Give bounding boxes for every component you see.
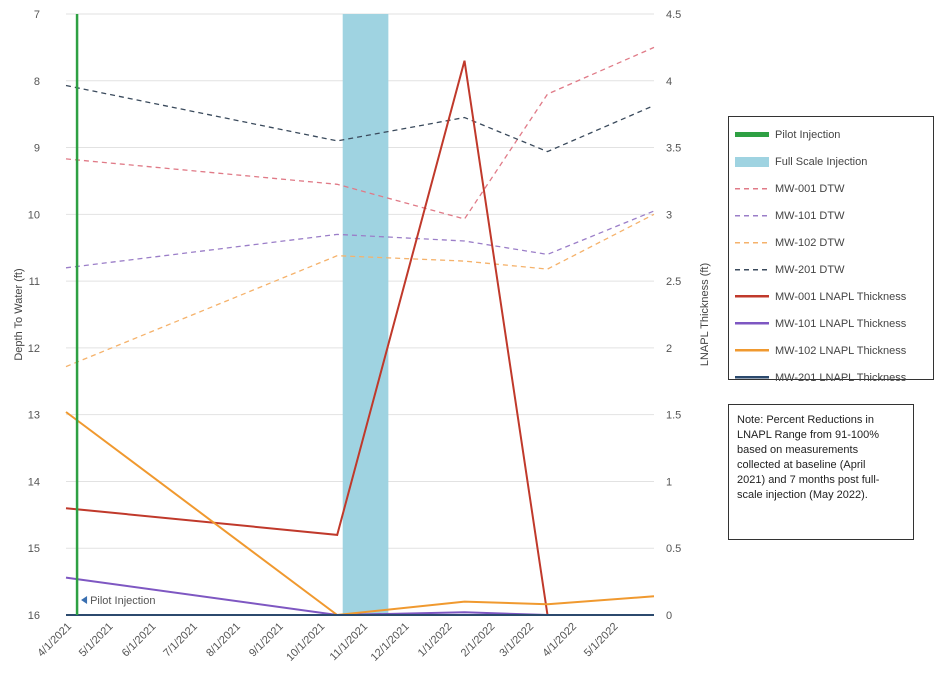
note-line: scale injection (May 2022).: [737, 489, 868, 501]
right-tick-label: 2: [666, 343, 672, 355]
right-tick-label: 1.5: [666, 410, 681, 422]
x-tick-label: 4/1/2021: [35, 621, 74, 660]
series-layer: [65, 46, 655, 617]
pilot-injection-label: Pilot Injection: [90, 595, 155, 607]
x-tick-label: 3/1/2022: [497, 621, 536, 660]
note-box: Note: Percent Reductions in LNAPL Range f…: [728, 404, 914, 540]
legend-item: Pilot Injection: [735, 121, 933, 148]
legend-label: MW-201 DTW: [775, 263, 845, 276]
left-tick-label: 13: [28, 410, 40, 422]
legend-item: MW-101 LNAPL Thickness: [735, 310, 933, 337]
legend-label: Pilot Injection: [775, 128, 841, 141]
left-tick-label: 12: [28, 343, 40, 355]
series-mw-102-lnapl-thickness: [65, 411, 655, 617]
right-tick-label: 2.5: [666, 276, 681, 288]
legend-item: MW-102 LNAPL Thickness: [735, 337, 933, 364]
left-tick-label: 15: [28, 543, 40, 555]
legend-item: MW-001 DTW: [735, 175, 933, 202]
series-mw-101-dtw: [65, 210, 655, 269]
series-mw-001-dtw: [65, 46, 655, 220]
note-line: 2021) and 7 months post full-: [737, 474, 880, 486]
right-tick-label: 0.5: [666, 543, 681, 555]
note-line: LNAPL Range from 91-100%: [737, 429, 880, 441]
legend-swatch: [735, 156, 769, 167]
right-tick-label: 1: [666, 476, 672, 488]
right-tick-label: 0: [666, 610, 672, 622]
legend-label: MW-102 LNAPL Thickness: [775, 344, 907, 357]
legend-item: MW-101 DTW: [735, 202, 933, 229]
series-mw-102-dtw: [65, 213, 655, 368]
legend-swatch: [735, 372, 769, 383]
x-tick-label: 6/1/2021: [120, 621, 159, 660]
right-axis-ticks: 0 0.5 1 1.5 2 2.5 3 3.5 4 4.5: [666, 9, 681, 622]
left-tick-label: 7: [34, 9, 40, 21]
x-tick-label: 9/1/2021: [247, 621, 286, 660]
right-tick-label: 3: [666, 209, 672, 221]
legend-label: MW-001 LNAPL Thickness: [775, 290, 907, 303]
x-axis-ticks: 4/1/2021 5/1/2021 6/1/2021 7/1/2021 8/1/2021…: [35, 621, 620, 664]
legend-swatch: [735, 183, 769, 194]
legend-swatch: [735, 318, 769, 329]
legend-label: MW-201 LNAPL Thickness: [775, 371, 907, 384]
legend-label: MW-001 DTW: [775, 182, 845, 195]
series-mw-201-dtw: [65, 84, 655, 153]
x-tick-label: 10/1/2021: [284, 621, 327, 664]
x-tick-label: 7/1/2021: [161, 621, 200, 660]
series-mw-001-lnapl-thickness: [65, 60, 549, 616]
legend-swatch: [735, 129, 769, 140]
note-line: based on measurements: [737, 444, 859, 456]
left-tick-label: 14: [28, 476, 40, 488]
x-tick-label: 5/1/2021: [77, 621, 116, 660]
legend-swatch: [735, 264, 769, 275]
left-tick-label: 9: [34, 143, 40, 155]
note-line: Note: Percent Reductions in: [737, 414, 874, 426]
x-tick-label: 11/1/2021: [328, 621, 371, 664]
note-line: collected at baseline (April: [737, 459, 866, 471]
left-axis-ticks: 7 8 9 10 11 12 13 14 15 16: [28, 9, 40, 622]
legend-swatch: [735, 237, 769, 248]
legend-item: MW-001 LNAPL Thickness: [735, 283, 933, 310]
legend-item: MW-201 DTW: [735, 256, 933, 283]
legend-swatch: [735, 291, 769, 302]
left-tick-label: 10: [28, 209, 40, 221]
legend-swatch: [735, 345, 769, 356]
legend-swatch: [735, 210, 769, 221]
legend-item: MW-201 LNAPL Thickness: [735, 364, 933, 391]
x-tick-label: 4/1/2022: [540, 621, 579, 660]
legend-label: Full Scale Injection: [775, 155, 868, 168]
x-tick-label: 8/1/2021: [204, 621, 243, 660]
pilot-injection-arrow-icon: [81, 596, 88, 604]
left-tick-label: 11: [29, 276, 40, 288]
right-axis-title: LNAPL Thickness (ft): [699, 263, 711, 366]
x-tick-label: 2/1/2022: [459, 621, 498, 660]
right-tick-label: 3.5: [666, 143, 681, 155]
left-tick-label: 8: [34, 76, 40, 88]
full-scale-injection-band: [342, 14, 389, 615]
legend-item: MW-102 DTW: [735, 229, 933, 256]
legend-item: Full Scale Injection: [735, 148, 933, 175]
legend-label: MW-101 LNAPL Thickness: [775, 317, 907, 330]
legend-label: MW-102 DTW: [775, 236, 845, 249]
x-tick-label: 5/1/2022: [582, 621, 621, 660]
legend: Pilot Injection Full Scale Injection MW-00…: [728, 116, 934, 384]
left-tick-label: 16: [28, 610, 40, 622]
left-axis-title: Depth To Water (ft): [13, 268, 25, 360]
legend-label: MW-101 DTW: [775, 209, 845, 222]
right-tick-label: 4.5: [666, 9, 681, 21]
x-tick-label: 12/1/2021: [369, 621, 412, 664]
right-tick-label: 4: [666, 76, 672, 88]
x-tick-label: 1/1/2022: [416, 621, 455, 660]
pilot-injection-annotation: Pilot Injection: [81, 595, 156, 607]
